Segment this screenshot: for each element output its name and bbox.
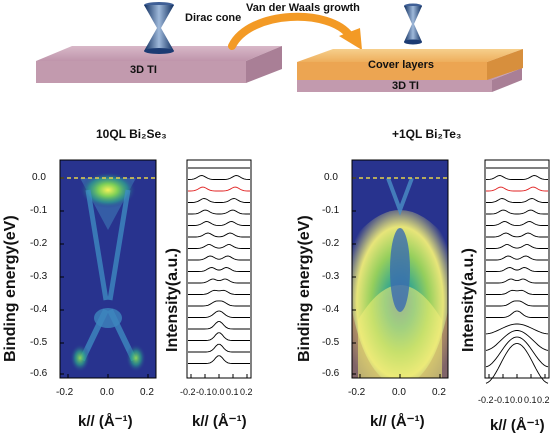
edc-curve <box>188 321 250 330</box>
right-map-xtick: 0.2 <box>432 387 446 398</box>
right-ytick: -0.6 <box>322 368 340 379</box>
right-map-x-axis-label: k// (Å⁻¹) <box>370 413 425 430</box>
left-edc-xtick: -0.1 <box>196 387 212 397</box>
edc-curve <box>486 278 548 284</box>
right-edc-stack <box>484 159 550 384</box>
left-y-axis-label: Binding energy(eV) <box>2 215 19 362</box>
right-ytick: -0.5 <box>322 337 340 348</box>
right-edc-x-axis-label: k// (Å⁻¹) <box>490 417 545 434</box>
right-map-xtick: -0.2 <box>348 387 366 398</box>
left-map-axes <box>59 159 157 379</box>
edc-curve <box>188 300 250 307</box>
left-ytick: -0.3 <box>30 271 48 282</box>
left-edc-xtick: 0.2 <box>240 387 253 397</box>
right-ytick: -0.3 <box>322 271 340 282</box>
edc-curve <box>188 209 250 215</box>
van-der-waals-label: Van der Waals growth <box>246 2 360 14</box>
left-map-xtick: -0.2 <box>56 387 74 398</box>
left-map-x-axis-label: k// (Å⁻¹) <box>78 413 133 430</box>
edc-curve <box>486 255 548 261</box>
left-panel-title: 10QL Bi₂Se₃ <box>96 127 167 141</box>
right-dirac-cone-icon <box>404 3 422 45</box>
left-edc-xtick: 0.0 <box>212 387 225 397</box>
right-panel-title: +1QL Bi₂Te₃ <box>392 127 462 141</box>
left-ytick: -0.4 <box>30 304 48 315</box>
left-ytick: -0.1 <box>30 205 48 216</box>
growth-schematic <box>36 2 523 92</box>
edc-curve <box>486 244 548 249</box>
edc-curve <box>486 232 548 238</box>
edc-curve <box>188 278 250 284</box>
edc-curve <box>486 267 548 272</box>
edc-curve <box>188 244 250 249</box>
edc-curve <box>486 221 548 226</box>
left-edc-x-axis-label: k// (Å⁻¹) <box>192 413 247 430</box>
right-edc-xtick: 0.0 <box>510 395 523 405</box>
edc-curve <box>188 186 250 192</box>
right-intensity-label: Intensity(a.u.) <box>460 247 477 352</box>
growth-arrowhead-icon <box>339 28 362 50</box>
edc-curve <box>486 198 548 203</box>
left-edc-xtick: -0.2 <box>180 387 196 397</box>
edc-curve <box>188 332 250 341</box>
edc-curve <box>188 267 250 272</box>
edc-curve <box>188 232 250 238</box>
edc-curve <box>188 221 250 226</box>
left-ytick: 0.0 <box>32 172 46 183</box>
edc-curve <box>485 336 549 368</box>
left-ytick: -0.6 <box>30 368 48 379</box>
edc-curve <box>188 198 250 203</box>
edc-curve <box>188 310 250 318</box>
left-map-xtick: 0.0 <box>100 387 114 398</box>
left-edc-xtick: 0.1 <box>226 387 239 397</box>
right-y-axis-label: Binding energy(eV) <box>296 215 313 362</box>
cover-layers-slab <box>297 49 523 80</box>
left-ytick: -0.5 <box>30 337 48 348</box>
right-edc-xtick: 0.1 <box>524 395 537 405</box>
right-edc-xtick: 0.2 <box>537 395 550 405</box>
right-map-axes <box>351 159 449 379</box>
left-map-xtick: 0.2 <box>140 387 154 398</box>
edc-curve <box>188 343 250 353</box>
edc-curve <box>486 310 548 318</box>
left-edc-stack <box>186 159 252 379</box>
edc-curve <box>485 323 549 335</box>
left-dirac-cone-icon <box>144 2 174 54</box>
right-arpes-map <box>352 160 448 378</box>
right-ytick: -0.2 <box>322 238 340 249</box>
edc-curve <box>188 355 250 364</box>
cover-layers-label: Cover layers <box>368 59 435 71</box>
left-intensity-label: Intensity(a.u.) <box>164 247 181 352</box>
left-arpes-map <box>60 160 156 378</box>
edc-curve <box>486 209 548 215</box>
right-ytick: -0.1 <box>322 205 340 216</box>
edc-curve <box>485 330 549 351</box>
left-slab-label: 3D TI <box>130 64 157 76</box>
growth-arrow-icon <box>228 12 354 50</box>
edc-curve <box>486 300 548 307</box>
left-ytick: -0.2 <box>30 238 48 249</box>
edc-curve <box>188 289 250 295</box>
right-slab-label: 3D TI <box>392 80 419 92</box>
edc-curve <box>486 186 548 192</box>
right-ytick: -0.4 <box>322 304 340 315</box>
right-ytick: 0.0 <box>324 172 338 183</box>
edc-curve <box>187 175 251 180</box>
edc-curve <box>486 289 548 295</box>
dirac-cone-label: Dirac cone <box>185 12 242 24</box>
edc-curve <box>188 255 250 261</box>
right-edc-xtick: -0.1 <box>494 395 510 405</box>
right-edc-xtick: -0.2 <box>478 395 494 405</box>
right-map-xtick: 0.0 <box>392 387 406 398</box>
edc-curve <box>485 175 549 180</box>
edc-curve <box>485 343 549 384</box>
